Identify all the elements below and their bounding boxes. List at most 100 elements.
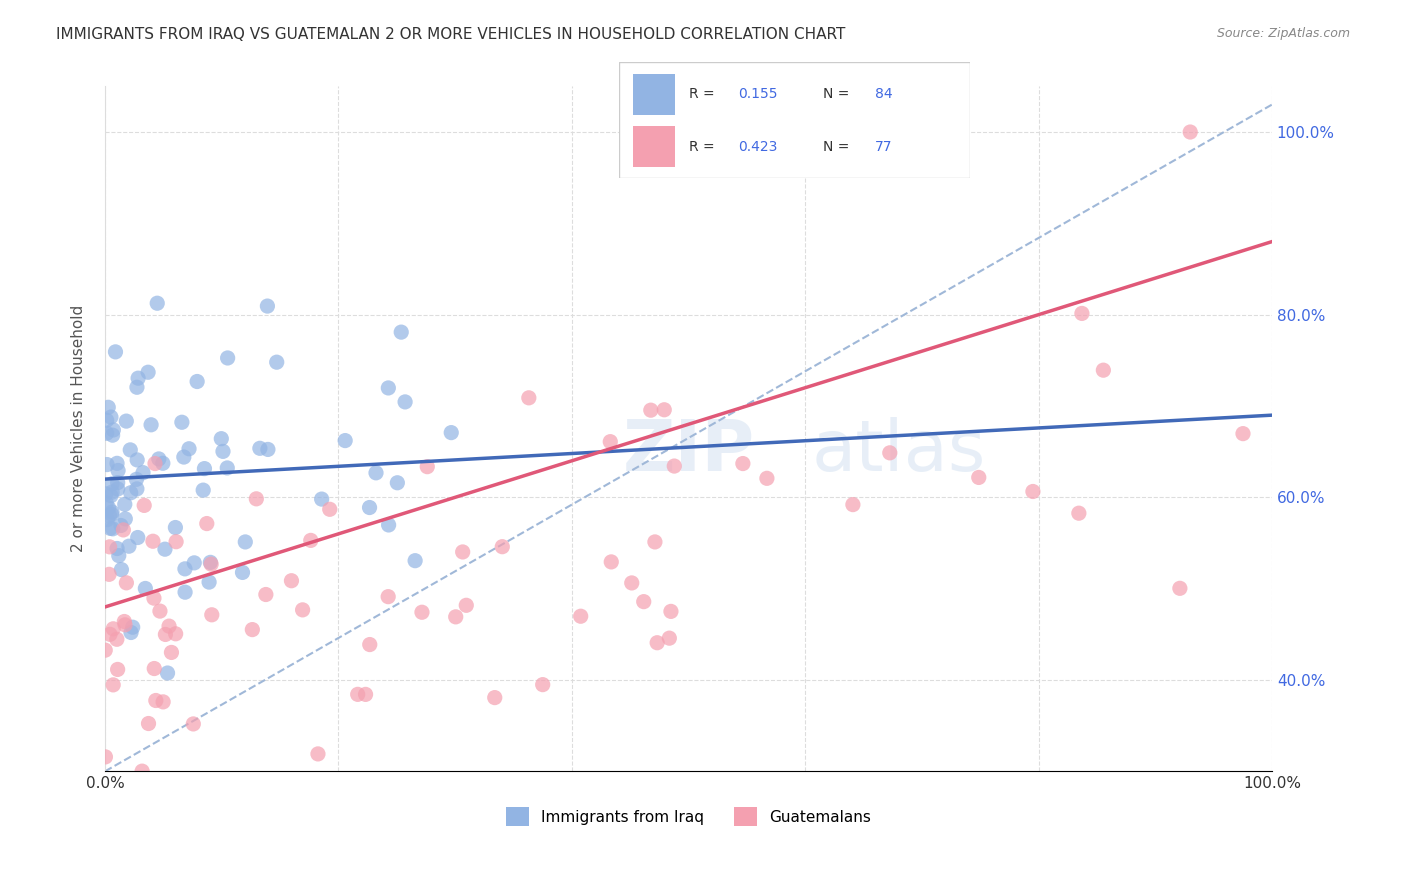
Point — [174, 562, 197, 576]
Text: R =: R = — [689, 87, 718, 101]
Point — [148, 452, 170, 467]
Point — [107, 482, 129, 496]
Point — [659, 604, 682, 618]
Point — [640, 403, 662, 417]
Point — [209, 432, 232, 446]
Point — [387, 475, 409, 490]
Point — [257, 442, 280, 457]
Point — [155, 627, 177, 641]
Point — [149, 604, 172, 618]
Point — [174, 585, 197, 599]
Point — [233, 535, 256, 549]
Point — [620, 576, 643, 591]
Point — [217, 461, 239, 475]
Point — [103, 622, 125, 636]
Bar — [633, 126, 675, 167]
Point — [256, 299, 278, 313]
Point — [153, 542, 176, 557]
Point — [114, 497, 136, 511]
Point — [165, 520, 187, 534]
Point — [98, 627, 121, 641]
Point — [198, 575, 221, 590]
Point — [193, 461, 215, 475]
Point — [107, 463, 129, 477]
Text: IMMIGRANTS FROM IRAQ VS GUATEMALAN 2 OR MORE VEHICLES IN HOUSEHOLD CORRELATION C: IMMIGRANTS FROM IRAQ VS GUATEMALAN 2 OR … — [56, 27, 845, 42]
Point — [114, 512, 136, 526]
Point — [120, 625, 142, 640]
Point — [658, 631, 681, 645]
Point — [107, 662, 129, 676]
Point — [110, 563, 132, 577]
Point — [142, 534, 165, 549]
Point — [266, 355, 288, 369]
Point — [121, 620, 143, 634]
Point — [186, 375, 208, 389]
Point — [107, 549, 129, 563]
Point — [96, 458, 118, 472]
Point — [132, 466, 155, 480]
Text: 0.423: 0.423 — [738, 140, 778, 154]
Point — [97, 500, 120, 515]
Point — [531, 678, 554, 692]
Text: R =: R = — [689, 140, 718, 154]
Point — [600, 555, 623, 569]
Point — [377, 518, 399, 533]
Point — [114, 617, 136, 632]
Point — [517, 391, 540, 405]
Point — [127, 531, 149, 545]
Point — [1168, 582, 1191, 596]
Point — [183, 556, 205, 570]
Point — [100, 410, 122, 425]
Point — [416, 459, 439, 474]
Point — [101, 505, 124, 519]
Point — [120, 442, 142, 457]
Point — [245, 491, 267, 506]
Point — [146, 296, 169, 310]
Point — [364, 466, 387, 480]
Point — [254, 587, 277, 601]
Point — [249, 442, 271, 456]
Point — [97, 401, 120, 415]
Point — [104, 344, 127, 359]
Text: 77: 77 — [875, 140, 893, 154]
Point — [319, 502, 342, 516]
Point — [120, 485, 142, 500]
Point — [115, 414, 138, 428]
Point — [299, 533, 322, 548]
Point — [134, 582, 156, 596]
Point — [1022, 484, 1045, 499]
Point — [346, 687, 368, 701]
Bar — [633, 74, 675, 114]
Point — [359, 638, 381, 652]
Point — [100, 489, 122, 503]
Text: N =: N = — [823, 87, 853, 101]
Point — [177, 442, 200, 456]
Point — [152, 695, 174, 709]
Point — [143, 457, 166, 471]
Point — [645, 636, 668, 650]
Point — [311, 492, 333, 507]
Point — [127, 371, 149, 385]
Point — [156, 666, 179, 681]
Point — [359, 500, 381, 515]
Point — [112, 615, 135, 629]
Point — [115, 575, 138, 590]
Point — [181, 717, 204, 731]
Point — [96, 426, 118, 441]
Point — [599, 434, 621, 449]
Point — [200, 557, 222, 571]
Text: 84: 84 — [875, 87, 893, 101]
Point — [105, 541, 128, 556]
Point — [136, 365, 159, 379]
Point — [112, 523, 135, 537]
Point — [440, 425, 463, 440]
Point — [101, 678, 124, 692]
Point — [1092, 363, 1115, 377]
Point — [967, 470, 990, 484]
Point — [755, 471, 778, 485]
Point — [103, 423, 125, 437]
Point — [354, 687, 377, 701]
Point — [404, 554, 426, 568]
Point — [212, 444, 235, 458]
Y-axis label: 2 or more Vehicles in Household: 2 or more Vehicles in Household — [72, 305, 86, 552]
